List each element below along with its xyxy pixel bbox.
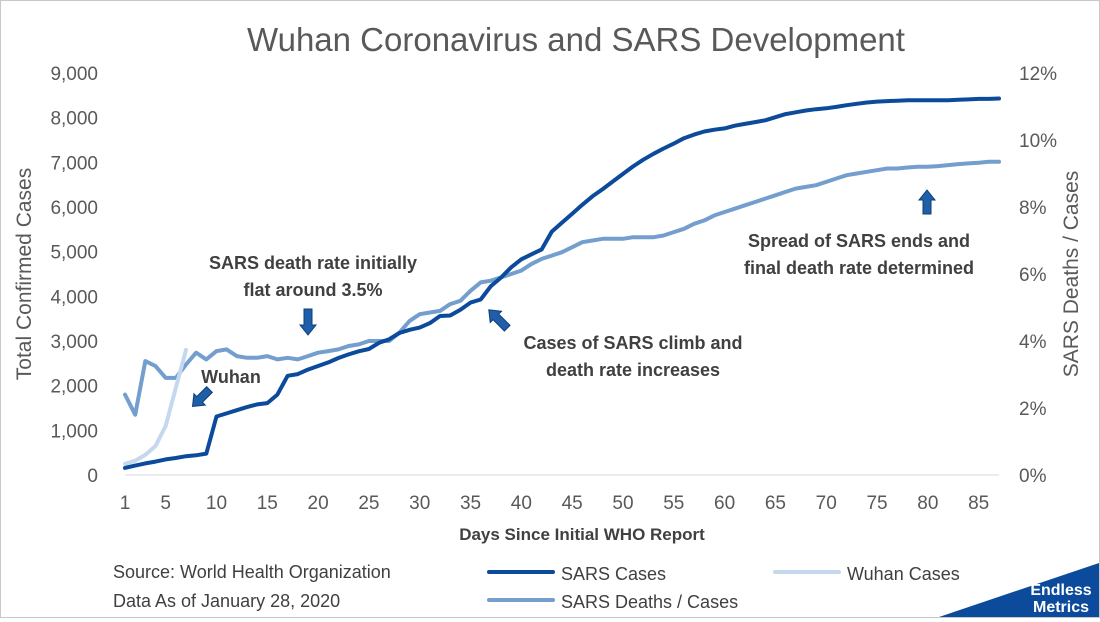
annotation-text: SARS death rate initially	[209, 253, 417, 273]
x-tick-label: 10	[206, 493, 227, 514]
y-tick-label: 9,000	[50, 64, 98, 85]
sars-cases-line	[123, 96, 1001, 470]
x-tick-label: 60	[714, 493, 735, 514]
arrow-up-icon	[917, 189, 937, 215]
annotation-text: Spread of SARS ends and	[748, 231, 970, 251]
annotations-group: SARS death rate initially flat around 3.5…	[191, 189, 974, 408]
y2-axis-title: SARS Deaths / Cases	[1060, 171, 1083, 378]
arrow-up-left-icon	[488, 309, 511, 332]
y2-tick-label: 6%	[1019, 265, 1047, 286]
chart-title: Wuhan Coronavirus and SARS Development	[247, 21, 905, 58]
y2-tick-label: 8%	[1019, 198, 1047, 219]
legend-label: SARS Deaths / Cases	[561, 592, 738, 612]
source-note: Source: World Health Organization	[113, 562, 391, 582]
y2-tick-label: 4%	[1019, 332, 1047, 353]
x-axis-title: Days Since Initial WHO Report	[459, 525, 705, 544]
legend: SARS Cases Wuhan Cases SARS Deaths / Cases	[487, 564, 960, 612]
y-tick-label: 0	[87, 466, 98, 487]
x-tick-label: 65	[765, 493, 786, 514]
wuhan-cases-line	[123, 347, 188, 466]
x-tick-label: 50	[612, 493, 633, 514]
x-tick-label: 70	[816, 493, 837, 514]
logo-line-1: Endless	[1030, 582, 1091, 599]
arrow-down-left-icon	[191, 385, 214, 408]
y-tick-label: 5,000	[50, 243, 98, 264]
x-tick-label: 40	[511, 493, 532, 514]
y-tick-label: 3,000	[50, 332, 98, 353]
y-tick-label: 6,000	[50, 198, 98, 219]
x-tick-label: 30	[409, 493, 430, 514]
y2-axis-ticks: 0% 2% 4% 6% 8% 10% 12%	[1019, 64, 1057, 487]
endless-metrics-logo: Endless Metrics	[939, 563, 1099, 617]
y2-tick-label: 2%	[1019, 399, 1047, 420]
y-tick-label: 8,000	[50, 109, 98, 130]
x-tick-label: 20	[308, 493, 329, 514]
data-date-note: Data As of January 28, 2020	[113, 591, 340, 611]
arrow-shape	[298, 308, 318, 336]
x-tick-label: 1	[120, 493, 131, 514]
y-axis-title: Total Confirmed Cases	[13, 168, 36, 380]
x-tick-label: 15	[257, 493, 278, 514]
y2-tick-label: 12%	[1019, 64, 1057, 85]
x-axis-ticks: 1 5 10 15 20 25 30 35 40 45 50 55 60 65 70 75 80 85	[120, 493, 990, 514]
y-tick-label: 7,000	[50, 153, 98, 174]
arrow-down-icon	[298, 308, 318, 336]
arrow-shape	[917, 189, 937, 215]
x-tick-label: 80	[917, 493, 938, 514]
x-tick-label: 5	[160, 493, 171, 514]
annotation-text: Cases of SARS climb and	[523, 333, 742, 353]
logo-triangle	[939, 563, 1099, 617]
series-group	[123, 96, 1001, 470]
y2-tick-label: 0%	[1019, 466, 1047, 487]
x-tick-label: 45	[562, 493, 583, 514]
legend-label: Wuhan Cases	[847, 564, 960, 584]
annotation-text: final death rate determined	[744, 258, 974, 278]
y-tick-label: 1,000	[50, 421, 98, 442]
y-tick-label: 2,000	[50, 377, 98, 398]
arrow-shape	[488, 309, 511, 332]
logo-line-2: Metrics	[1033, 599, 1089, 616]
y-axis-ticks: 0 1,000 2,000 3,000 4,000 5,000 6,000 7,000 8,00…	[50, 64, 98, 487]
sars-deaths-cases-line	[123, 159, 1001, 417]
x-tick-label: 75	[866, 493, 887, 514]
y-tick-label: 4,000	[50, 287, 98, 308]
x-tick-label: 85	[968, 493, 989, 514]
x-tick-label: 55	[663, 493, 684, 514]
x-tick-label: 25	[358, 493, 379, 514]
y2-tick-label: 10%	[1019, 131, 1057, 152]
annotation-text: death rate increases	[546, 360, 720, 380]
legend-label: SARS Cases	[561, 564, 666, 584]
annotation-text: Wuhan	[201, 367, 261, 387]
annotation-text: flat around 3.5%	[243, 280, 382, 300]
arrow-shape	[191, 385, 214, 408]
x-tick-label: 35	[460, 493, 481, 514]
